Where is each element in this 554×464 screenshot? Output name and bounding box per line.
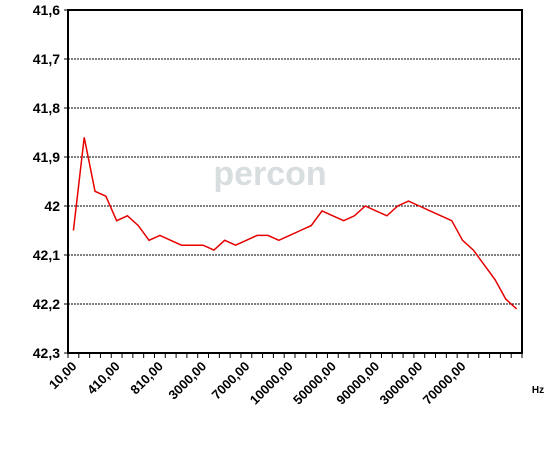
x-tick-label: 30000,00 (376, 359, 425, 408)
x-tick-label: 810,00 (127, 359, 166, 398)
x-tick-label: 410,00 (84, 359, 123, 398)
y-tick-label: 42,2 (33, 296, 60, 312)
x-axis-label: Hz (532, 385, 544, 396)
x-tick-label: 10000,00 (247, 359, 296, 408)
x-tick-label: 50000,00 (290, 359, 339, 408)
x-tick-label: 7000,00 (209, 359, 253, 403)
y-tick-label: 42,3 (33, 345, 60, 361)
y-tick-label: 42,1 (33, 247, 60, 263)
x-tick-label: 70000,00 (420, 359, 469, 408)
series-line (72, 137, 518, 310)
x-tick-label: 10,00 (46, 359, 80, 393)
x-tick-label: 90000,00 (333, 359, 382, 408)
y-tick-label: 41,9 (33, 149, 60, 165)
y-tick-label: 41,8 (33, 100, 60, 116)
y-tick-label: 41,6 (33, 2, 60, 18)
y-tick-label: 42 (44, 198, 60, 214)
watermark: percon (213, 155, 326, 193)
y-tick-label: 41,7 (33, 51, 60, 67)
x-tick-label: 3000,00 (165, 359, 209, 403)
